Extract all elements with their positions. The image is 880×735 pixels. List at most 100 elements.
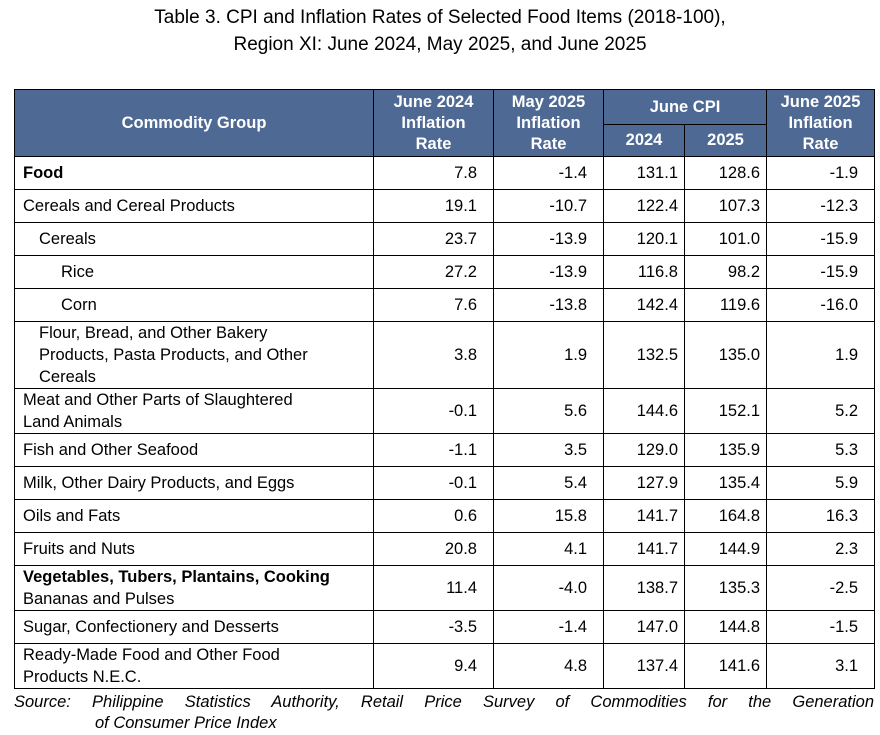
header-line: Inflation (516, 113, 581, 132)
cell-cpi-2024: 141.7 (603, 499, 685, 533)
cell-cpi-2024: 120.1 (603, 222, 685, 256)
cell-june-2025-rate: -2.5 (766, 565, 876, 611)
cell-cpi-2025: 144.9 (683, 532, 768, 566)
cell-cpi-2024: 137.4 (603, 643, 685, 689)
cell-cpi-2024: 147.0 (603, 610, 685, 644)
cell-may-2025-rate: -1.4 (493, 156, 604, 190)
cell-june-2024-rate: 19.1 (373, 189, 494, 223)
row-label: Food (14, 156, 374, 190)
header-line: Inflation (401, 113, 466, 132)
cell-june-2025-rate: -12.3 (766, 189, 876, 223)
cell-june-2024-rate: 23.7 (373, 222, 494, 256)
cell-june-2025-rate: 3.1 (766, 643, 876, 689)
cell-june-2024-rate: -3.5 (373, 610, 494, 644)
cell-june-2025-rate: -16.0 (766, 288, 876, 322)
table-row: Rice 27.2 -13.9 116.8 98.2 -15.9 (14, 255, 876, 289)
header-line: Rate (415, 134, 452, 153)
cell-june-2025-rate: -15.9 (766, 255, 876, 289)
row-label: Cereals (14, 222, 374, 256)
row-label: Sugar, Confectionery and Desserts (14, 610, 374, 644)
header-may-2025-inflation-rate: May 2025 Inflation Rate (493, 89, 604, 157)
table-row: Flour, Bread, and Other Bakery Products,… (14, 321, 876, 389)
table-row: Ready-Made Food and Other Food Products … (14, 643, 876, 689)
cell-cpi-2025: 135.4 (683, 466, 768, 500)
cell-may-2025-rate: -1.4 (493, 610, 604, 644)
table-row: Sugar, Confectionery and Desserts -3.5 -… (14, 610, 876, 644)
header-line: Inflation (788, 113, 853, 132)
row-label-line: Products N.E.C. (23, 668, 142, 686)
cell-june-2024-rate: -0.1 (373, 466, 494, 500)
cell-may-2025-rate: 15.8 (493, 499, 604, 533)
cell-cpi-2024: 142.4 (603, 288, 685, 322)
row-label: Fruits and Nuts (14, 532, 374, 566)
cell-june-2025-rate: -1.9 (766, 156, 876, 190)
cell-june-2024-rate: 0.6 (373, 499, 494, 533)
row-label: Milk, Other Dairy Products, and Eggs (14, 466, 374, 500)
cell-cpi-2025: 107.3 (683, 189, 768, 223)
cell-may-2025-rate: -13.8 (493, 288, 604, 322)
row-label-line: Vegetables, Tubers, Plantains, Cooking (23, 568, 330, 586)
cell-may-2025-rate: 4.8 (493, 643, 604, 689)
row-label: Cereals and Cereal Products (14, 189, 374, 223)
cell-june-2024-rate: 3.8 (373, 321, 494, 389)
cell-cpi-2024: 138.7 (603, 565, 685, 611)
header-line: Rate (802, 134, 839, 153)
cell-cpi-2025: 128.6 (683, 156, 768, 190)
table-row: Food 7.8 -1.4 131.1 128.6 -1.9 (14, 156, 876, 190)
cell-cpi-2024: 141.7 (603, 532, 685, 566)
header-line: May 2025 (511, 92, 586, 111)
header-june-cpi: June CPI (602, 89, 768, 125)
cell-may-2025-rate: 1.9 (493, 321, 604, 389)
row-label-line: Land Animals (23, 413, 123, 431)
cell-cpi-2024: 116.8 (603, 255, 685, 289)
cell-cpi-2024: 127.9 (603, 466, 685, 500)
cell-june-2025-rate: 1.9 (766, 321, 876, 389)
header-cpi-2024: 2024 (603, 124, 685, 157)
cell-cpi-2024: 129.0 (603, 433, 685, 467)
table-row: Corn 7.6 -13.8 142.4 119.6 -16.0 (14, 288, 876, 322)
header-june-2024-inflation-rate: June 2024 Inflation Rate (373, 89, 494, 157)
row-label: Vegetables, Tubers, Plantains, Cooking B… (14, 565, 374, 611)
cell-cpi-2025: 135.9 (683, 433, 768, 467)
cell-june-2025-rate: -15.9 (766, 222, 876, 256)
cell-june-2025-rate: 5.3 (766, 433, 876, 467)
cell-june-2024-rate: 7.6 (373, 288, 494, 322)
cell-may-2025-rate: -4.0 (493, 565, 604, 611)
row-label-line: Bananas and Pulses (23, 590, 175, 608)
table-title: Table 3. CPI and Inflation Rates of Sele… (0, 4, 880, 58)
cell-may-2025-rate: 3.5 (493, 433, 604, 467)
cell-june-2024-rate: -1.1 (373, 433, 494, 467)
table-row: Cereals 23.7 -13.9 120.1 101.0 -15.9 (14, 222, 876, 256)
row-label: Meat and Other Parts of Slaughtered Land… (14, 388, 374, 434)
cell-cpi-2025: 119.6 (683, 288, 768, 322)
table-row: Fish and Other Seafood -1.1 3.5 129.0 13… (14, 433, 876, 467)
cell-cpi-2024: 131.1 (603, 156, 685, 190)
row-label: Corn (14, 288, 374, 322)
cell-june-2025-rate: 2.3 (766, 532, 876, 566)
cell-cpi-2024: 122.4 (603, 189, 685, 223)
header-line: Rate (530, 134, 567, 153)
cell-june-2024-rate: 11.4 (373, 565, 494, 611)
cell-cpi-2025: 101.0 (683, 222, 768, 256)
header-line: June 2025 (780, 92, 861, 111)
cell-cpi-2024: 144.6 (603, 388, 685, 434)
table-row: Cereals and Cereal Products 19.1 -10.7 1… (14, 189, 876, 223)
cell-cpi-2024: 132.5 (603, 321, 685, 389)
cell-may-2025-rate: -13.9 (493, 255, 604, 289)
row-label-line: Cereals (39, 368, 96, 386)
cell-cpi-2025: 144.8 (683, 610, 768, 644)
header-june-2025-inflation-rate: June 2025 Inflation Rate (766, 89, 876, 157)
cell-may-2025-rate: -13.9 (493, 222, 604, 256)
table-row: Vegetables, Tubers, Plantains, Cooking B… (14, 565, 876, 611)
table-title-line-2: Region XI: June 2024, May 2025, and June… (233, 34, 647, 55)
row-label: Oils and Fats (14, 499, 374, 533)
row-label: Flour, Bread, and Other Bakery Products,… (14, 321, 374, 389)
row-label-line: Flour, Bread, and Other Bakery (39, 324, 268, 342)
cell-june-2024-rate: 7.8 (373, 156, 494, 190)
cell-cpi-2025: 98.2 (683, 255, 768, 289)
cell-cpi-2025: 135.0 (683, 321, 768, 389)
table-row: Milk, Other Dairy Products, and Eggs -0.… (14, 466, 876, 500)
row-label: Ready-Made Food and Other Food Products … (14, 643, 374, 689)
cell-cpi-2025: 164.8 (683, 499, 768, 533)
source-note-line-2: of Consumer Price Index (95, 714, 277, 732)
